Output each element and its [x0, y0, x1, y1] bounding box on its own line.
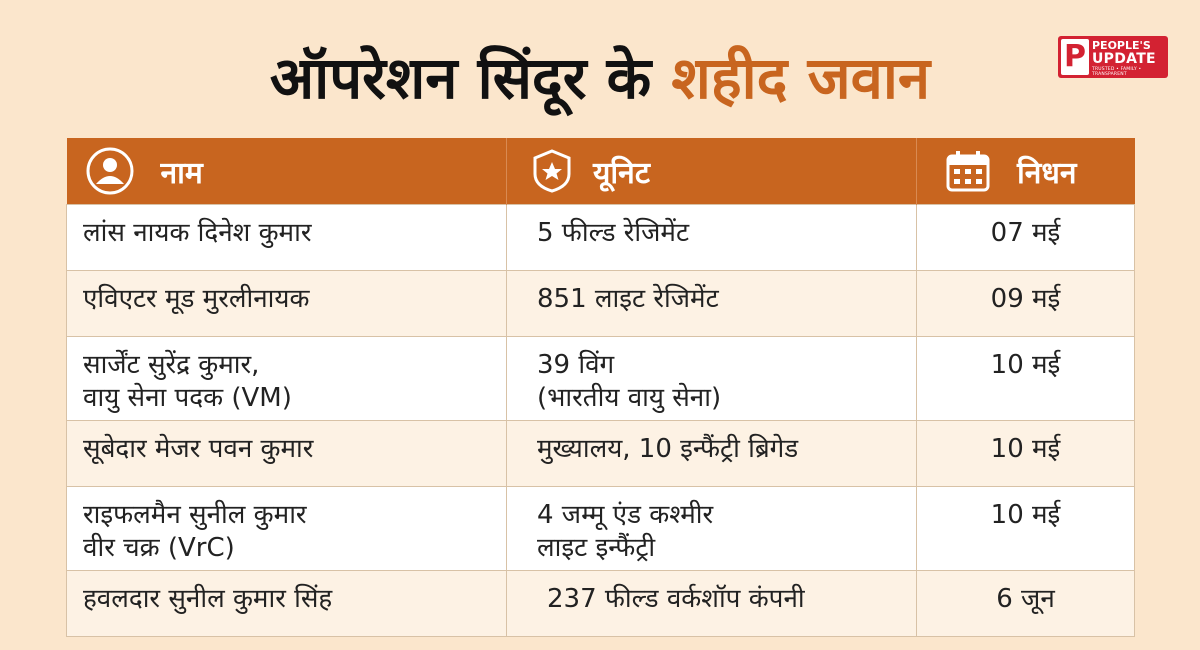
title-part-2: शहीद जवान [671, 44, 931, 112]
page-title: ऑपरेशन सिंदूर के शहीद जवान [0, 38, 1200, 118]
table-row: एविएटर मूड मुरलीनायक 851 लाइट रेजिमेंट 0… [66, 270, 1135, 337]
martyrs-table: नाम यूनिट [66, 138, 1135, 637]
header-unit-label: यूनिट [593, 155, 650, 191]
logo-tagline: TRUSTED • FAMILY • TRANSPARENT [1092, 67, 1142, 77]
name-cell: सूबेदार मेजर पवन कुमार [66, 420, 507, 487]
date-cell: 10 मई [916, 336, 1135, 421]
name-cell: लांस नायक दिनेश कुमार [66, 204, 507, 271]
unit-cell: 237 फील्ड वर्कशॉप कंपनी [506, 570, 917, 637]
unit-cell: 4 जम्मू एंड कश्मीर लाइट इन्फैंट्री [506, 486, 917, 571]
table-row: सूबेदार मेजर पवन कुमार मुख्यालय, 10 इन्फ… [66, 420, 1135, 487]
title-part-1: ऑपरेशन सिंदूर के [269, 44, 652, 112]
name-cell: एविएटर मूड मुरलीनायक [66, 270, 507, 337]
logo-p-mark: P [1061, 39, 1089, 75]
unit-cell: 39 विंग (भारतीय वायु सेना) [506, 336, 917, 421]
unit-cell: 851 लाइट रेजिमेंट [506, 270, 917, 337]
date-cell: 07 मई [916, 204, 1135, 271]
logo-line-2: UPDATE [1092, 51, 1156, 67]
table-row: सार्जेंट सुरेंद्र कुमार, वायु सेना पदक (… [66, 336, 1135, 421]
unit-cell: 5 फील्ड रेजिमेंट [506, 204, 917, 271]
user-icon [86, 147, 133, 195]
star-badge-icon [533, 149, 571, 193]
peoples-update-logo: P PEOPLE'S UPDATE TRUSTED • FAMILY • TRA… [1058, 36, 1168, 78]
header-name: नाम [66, 138, 507, 205]
date-cell: 10 मई [916, 486, 1135, 571]
name-cell: राइफलमैन सुनील कुमार वीर चक्र (VrC) [66, 486, 507, 571]
calendar-icon [946, 151, 990, 192]
header-name-label: नाम [160, 155, 203, 191]
date-cell: 09 मई [916, 270, 1135, 337]
header-date-label: निधन [1017, 155, 1077, 191]
table-header-row: नाम यूनिट [66, 138, 1135, 205]
header-unit: यूनिट [506, 138, 917, 205]
name-cell: सार्जेंट सुरेंद्र कुमार, वायु सेना पदक (… [66, 336, 507, 421]
table-row: हवलदार सुनील कुमार सिंह 237 फील्ड वर्कशॉ… [66, 570, 1135, 637]
name-cell: हवलदार सुनील कुमार सिंह [66, 570, 507, 637]
unit-cell: मुख्यालय, 10 इन्फैंट्री ब्रिगेड [506, 420, 917, 487]
table-row: राइफलमैन सुनील कुमार वीर चक्र (VrC) 4 जम… [66, 486, 1135, 571]
date-cell: 10 मई [916, 420, 1135, 487]
table-row: लांस नायक दिनेश कुमार 5 फील्ड रेजिमेंट 0… [66, 204, 1135, 271]
date-cell: 6 जून [916, 570, 1135, 637]
header-date: निधन [916, 138, 1135, 205]
logo-line-1: PEOPLE'S [1092, 39, 1151, 52]
